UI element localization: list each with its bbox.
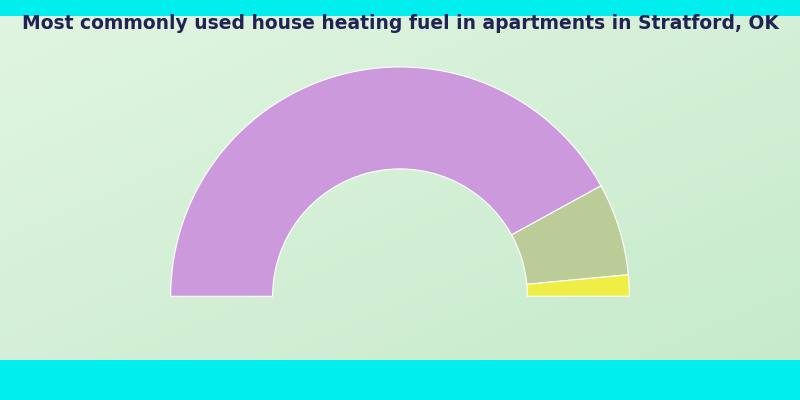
Legend: Electricity, Utility gas, Other: Electricity, Utility gas, Other: [222, 394, 578, 400]
Wedge shape: [527, 275, 630, 296]
Text: Most commonly used house heating fuel in apartments in Stratford, OK: Most commonly used house heating fuel in…: [22, 14, 778, 33]
Wedge shape: [512, 186, 628, 284]
Wedge shape: [170, 67, 601, 296]
